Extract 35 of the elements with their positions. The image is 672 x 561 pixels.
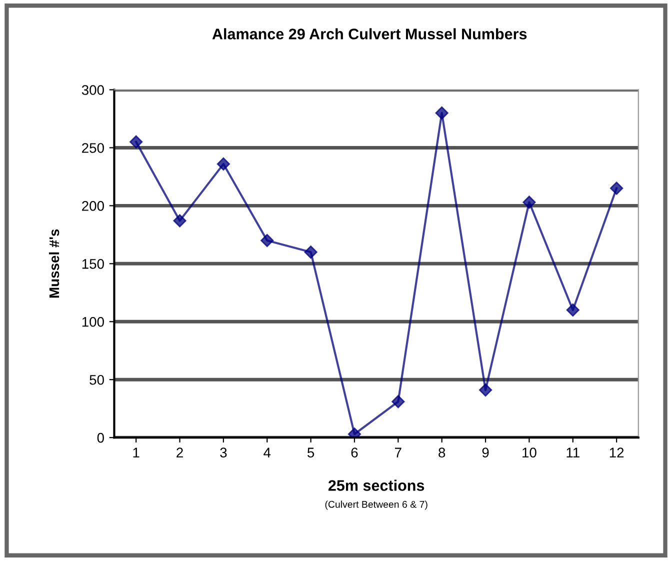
x-axis-title: 25m sections (328, 480, 424, 491)
x-tick-label: 9 (482, 448, 489, 458)
chart-title: Alamance 29 Arch Culvert Mussel Numbers (212, 28, 527, 40)
point (610, 182, 624, 195)
text: (Culvert Between 6 & 7) (325, 500, 428, 510)
x-tick-label: 12 (610, 448, 624, 458)
point (260, 234, 274, 248)
y-tick-label: 100 (82, 316, 104, 327)
y-tick-label: 200 (82, 201, 104, 211)
y-axis-title: Mussel #'s (48, 229, 60, 298)
x-tick-label: 1 (133, 448, 140, 458)
x-tick-label: 4 (264, 448, 271, 458)
y-tick-label: 0 (97, 432, 104, 443)
y-tick-label: 300 (82, 85, 104, 95)
y-tick-label: 50 (90, 374, 104, 385)
point (304, 245, 318, 259)
point (129, 135, 143, 149)
point (478, 383, 492, 397)
point (173, 214, 186, 228)
y-tick-label: 150 (82, 259, 104, 269)
x-tick-label: 6 (351, 448, 358, 458)
point (348, 428, 362, 438)
x-tick-label: 10 (522, 448, 536, 458)
point (522, 196, 536, 209)
x-tick-label: 5 (307, 448, 314, 458)
x-tick-label: 8 (438, 448, 446, 458)
y-tick-label: 250 (82, 143, 104, 153)
point (392, 395, 405, 408)
point (216, 157, 230, 171)
x-tick-label: 2 (176, 448, 183, 458)
point (435, 106, 448, 120)
x-tick-label: 11 (566, 448, 580, 458)
x-tick-label: 7 (395, 448, 402, 458)
x-tick-label: 3 (220, 448, 227, 458)
point (566, 303, 580, 317)
